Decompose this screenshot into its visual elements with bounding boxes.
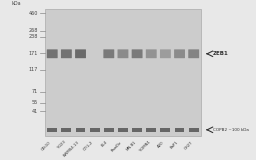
FancyBboxPatch shape xyxy=(47,49,58,58)
FancyBboxPatch shape xyxy=(118,49,129,58)
FancyBboxPatch shape xyxy=(174,49,185,58)
Text: 268: 268 xyxy=(28,28,38,33)
Text: Y023: Y023 xyxy=(57,140,66,150)
Bar xyxy=(76,128,86,132)
FancyBboxPatch shape xyxy=(103,49,114,58)
FancyBboxPatch shape xyxy=(132,49,143,58)
Bar xyxy=(189,128,199,132)
Text: 55: 55 xyxy=(31,100,38,105)
Text: CEt10: CEt10 xyxy=(41,140,52,151)
Text: 238: 238 xyxy=(28,34,38,39)
FancyBboxPatch shape xyxy=(188,49,199,58)
Text: YOMN1: YOMN1 xyxy=(138,140,151,153)
Bar xyxy=(104,128,114,132)
FancyBboxPatch shape xyxy=(160,49,171,58)
Text: CT(L-2: CT(L-2 xyxy=(83,140,95,152)
Text: ZEB1: ZEB1 xyxy=(213,51,229,56)
Bar xyxy=(47,128,57,132)
Text: MN-B1: MN-B1 xyxy=(125,140,137,152)
Bar xyxy=(90,128,100,132)
Text: 71: 71 xyxy=(31,89,38,94)
Text: EL4: EL4 xyxy=(101,140,109,148)
Text: CH27: CH27 xyxy=(183,140,194,151)
Text: A20: A20 xyxy=(157,140,165,148)
FancyBboxPatch shape xyxy=(75,49,86,58)
Bar xyxy=(118,128,128,132)
Bar xyxy=(161,128,170,132)
Bar xyxy=(45,9,201,136)
FancyBboxPatch shape xyxy=(61,49,72,58)
Text: kDa: kDa xyxy=(11,1,21,6)
Text: 117: 117 xyxy=(28,67,38,72)
Text: RawDe: RawDe xyxy=(111,140,123,152)
Bar xyxy=(61,128,71,132)
Text: BaP1: BaP1 xyxy=(170,140,179,150)
Text: 41: 41 xyxy=(31,109,38,114)
Bar xyxy=(132,128,142,132)
Text: 171: 171 xyxy=(28,51,38,56)
Bar xyxy=(175,128,185,132)
Text: BWMS4.13: BWMS4.13 xyxy=(63,140,81,158)
FancyBboxPatch shape xyxy=(146,49,157,58)
Bar xyxy=(146,128,156,132)
Text: 460: 460 xyxy=(28,11,38,16)
Text: COPB2 ~100 kDa: COPB2 ~100 kDa xyxy=(213,128,249,132)
